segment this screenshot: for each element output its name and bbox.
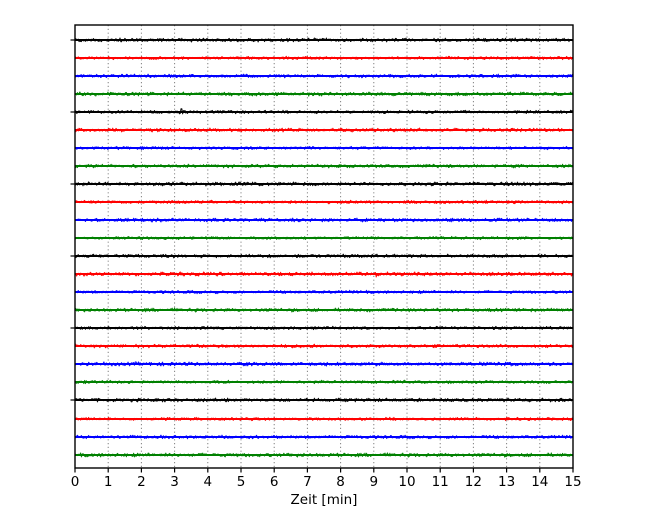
x-tick-label: 2 <box>137 474 146 490</box>
x-tick-label: 15 <box>564 474 582 490</box>
x-tick-label: 12 <box>464 474 482 490</box>
x-tick-label: 6 <box>269 474 279 490</box>
x-tick-marks <box>74 468 574 473</box>
vertical-gridlines <box>107 25 541 468</box>
axes-frame <box>74 24 574 469</box>
x-tick-label: 9 <box>369 474 379 490</box>
x-tick-label: 1 <box>103 474 113 490</box>
x-tick-label: 10 <box>398 474 416 490</box>
x-tick-label: 11 <box>431 474 449 490</box>
x-tick-label: 7 <box>303 474 312 490</box>
x-tick-label: 4 <box>203 474 213 490</box>
x-tick-label: 8 <box>336 474 345 490</box>
x-tick-label: 0 <box>70 474 80 490</box>
trace-23-30 <box>74 434 574 440</box>
x-tick-label: 3 <box>170 474 179 490</box>
x-tick-label: 13 <box>498 474 516 490</box>
plot-background <box>75 25 573 468</box>
trace-group <box>74 37 574 458</box>
x-axis-label: Zeit [min] <box>290 492 358 508</box>
y-tick-marks <box>70 39 75 401</box>
x-tick-label: 5 <box>236 474 246 490</box>
x-tick-label: 14 <box>531 474 549 490</box>
